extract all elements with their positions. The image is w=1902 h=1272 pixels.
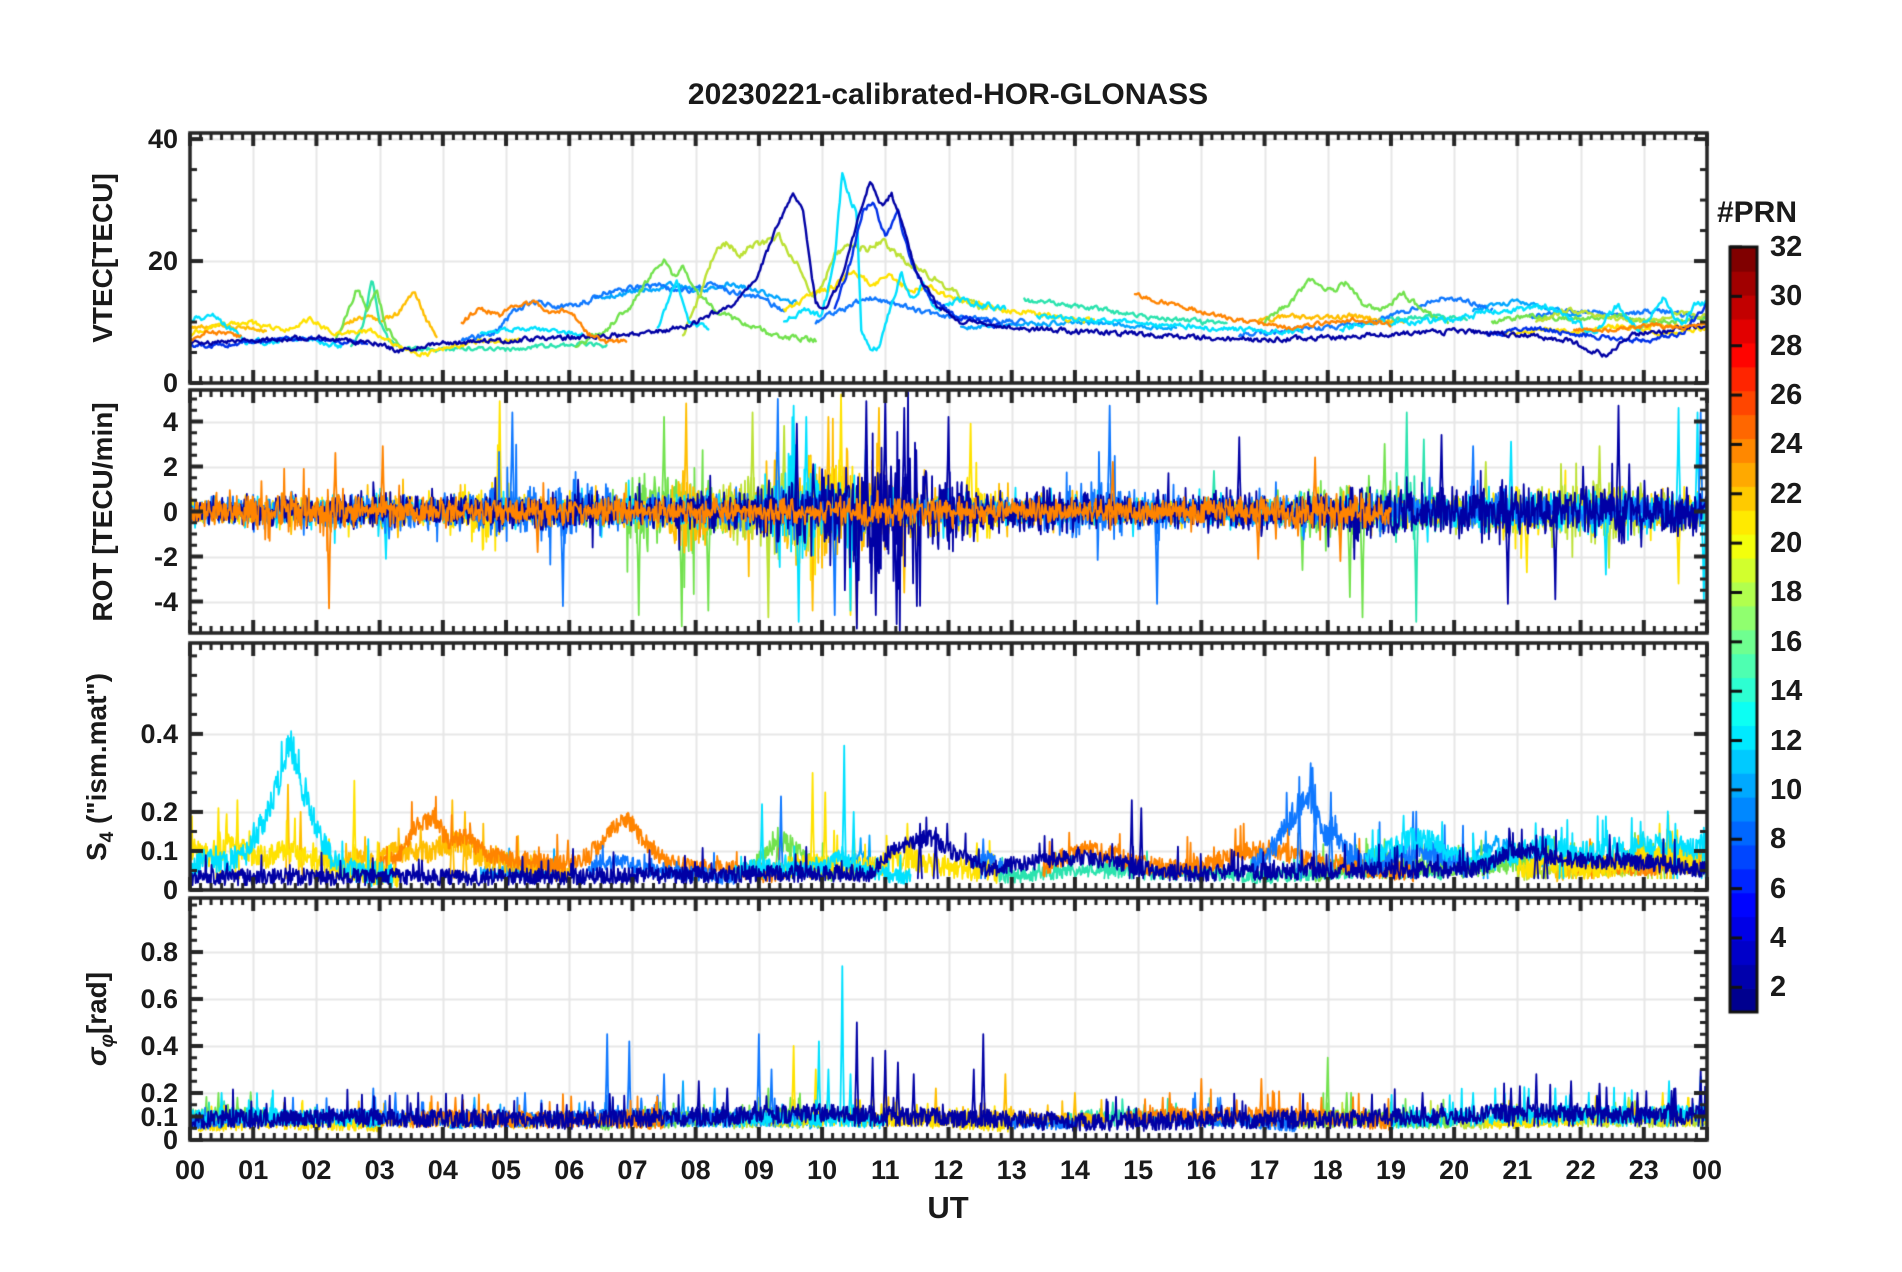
- x-tick-label-21: 21: [1502, 1155, 1533, 1185]
- colorbar-tick-label-28: 28: [1770, 329, 1803, 362]
- colorbar-tick-label-24: 24: [1770, 428, 1803, 461]
- y-axis-label-part: VTEC[TECU]: [87, 173, 118, 343]
- x-tick-label-22: 22: [1565, 1155, 1596, 1185]
- y-axis-label-part: S: [81, 841, 113, 861]
- y-axis-label-part: ("ism.mat"): [81, 672, 113, 832]
- y-axis-label-rot: ROT [TECU/min]: [87, 402, 119, 621]
- x-tick-label-20: 20: [1439, 1155, 1470, 1185]
- x-tick-label-1: 01: [238, 1155, 269, 1185]
- x-tick-label-17: 17: [1249, 1155, 1280, 1185]
- x-tick-label-8: 08: [680, 1155, 711, 1185]
- x-tick-label-9: 09: [743, 1155, 774, 1185]
- colorbar-tick-label-10: 10: [1770, 773, 1803, 806]
- y-tick-label-rot-2: 2: [162, 451, 178, 482]
- y-axis-label-part: φ: [96, 1034, 118, 1048]
- y-axis-label-vtec: VTEC[TECU]: [87, 173, 119, 343]
- y-axis-label-part: σ: [81, 1047, 113, 1067]
- y-tick-label-s4-0.1: 0.1: [140, 835, 178, 866]
- colorbar-tick-label-30: 30: [1770, 280, 1803, 313]
- y-axis-label-part: ROT [TECU/min]: [87, 401, 118, 622]
- x-tick-label-4: 04: [427, 1155, 458, 1185]
- x-tick-label-14: 14: [1059, 1155, 1090, 1185]
- x-tick-label-6: 06: [554, 1155, 585, 1185]
- colorbar-tick-label-20: 20: [1770, 527, 1803, 560]
- y-tick-label-s4-0.2: 0.2: [140, 796, 178, 827]
- y-tick-label-sigma_phi-0.8: 0.8: [140, 937, 178, 968]
- y-tick-label-s4-0.4: 0.4: [140, 718, 178, 749]
- x-tick-label-12: 12: [933, 1155, 964, 1185]
- x-tick-label-23: 23: [1628, 1155, 1659, 1185]
- chart-title: 20230221-calibrated-HOR-GLONASS: [687, 78, 1209, 111]
- x-tick-label-3: 03: [364, 1155, 395, 1185]
- y-tick-label-sigma_phi-0.6: 0.6: [140, 984, 178, 1015]
- y-tick-label-sigma_phi-0.2: 0.2: [140, 1078, 178, 1108]
- y-axis-label-s4: S4 ("ism.mat"): [81, 672, 119, 860]
- colorbar-tick-label-26: 26: [1770, 379, 1803, 412]
- x-axis-label: UT: [927, 1190, 969, 1225]
- colorbar-tick-label-16: 16: [1770, 625, 1803, 658]
- x-tick-label-19: 19: [1375, 1155, 1406, 1185]
- y-tick-label-vtec-40: 40: [147, 124, 178, 155]
- x-tick-label-18: 18: [1312, 1155, 1343, 1185]
- x-tick-label-16: 16: [1186, 1155, 1217, 1185]
- y-tick-label-sigma_phi-0: 0: [162, 1125, 178, 1155]
- y-axis-label-part: [rad]: [81, 971, 113, 1035]
- y-tick-label-vtec-20: 20: [147, 246, 178, 277]
- y-axis-label-part: 4: [96, 831, 118, 842]
- y-tick-label-rot--4: -4: [153, 586, 178, 617]
- x-tick-label-7: 07: [617, 1155, 648, 1185]
- x-tick-label-15: 15: [1123, 1155, 1154, 1185]
- y-tick-label-sigma_phi-0.1: 0.1: [140, 1101, 178, 1132]
- colorbar-title: #PRN: [1716, 196, 1798, 229]
- y-tick-label-rot-0: 0: [162, 496, 178, 527]
- x-tick-label-10: 10: [807, 1155, 838, 1185]
- x-tick-label-5: 05: [491, 1155, 522, 1185]
- colorbar-tick-label-2: 2: [1770, 971, 1787, 1004]
- colorbar-tick-label-4: 4: [1770, 921, 1787, 954]
- colorbar-tick-label-6: 6: [1770, 872, 1787, 905]
- colorbar-tick-label-32: 32: [1770, 231, 1803, 263]
- x-tick-label-0: 00: [174, 1155, 206, 1185]
- y-axis-label-sigma_phi: σφ[rad]: [81, 972, 119, 1066]
- colorbar-tick-label-18: 18: [1770, 576, 1803, 609]
- colorbar-tick-label-22: 22: [1770, 477, 1803, 510]
- colorbar-tick-label-12: 12: [1770, 724, 1803, 757]
- x-tick-label-24: 00: [1691, 1155, 1723, 1185]
- x-tick-label-13: 13: [996, 1155, 1027, 1185]
- y-tick-label-vtec-0: 0: [162, 368, 178, 398]
- colorbar-tick-label-14: 14: [1770, 675, 1803, 708]
- y-tick-label-rot-4: 4: [162, 406, 178, 437]
- y-tick-label-rot--2: -2: [153, 541, 178, 572]
- y-tick-label-sigma_phi-0.4: 0.4: [140, 1031, 178, 1062]
- x-tick-label-2: 02: [301, 1155, 332, 1185]
- y-tick-label-s4-0: 0: [162, 875, 178, 905]
- x-tick-label-11: 11: [871, 1155, 900, 1185]
- colorbar-tick-label-8: 8: [1770, 823, 1787, 856]
